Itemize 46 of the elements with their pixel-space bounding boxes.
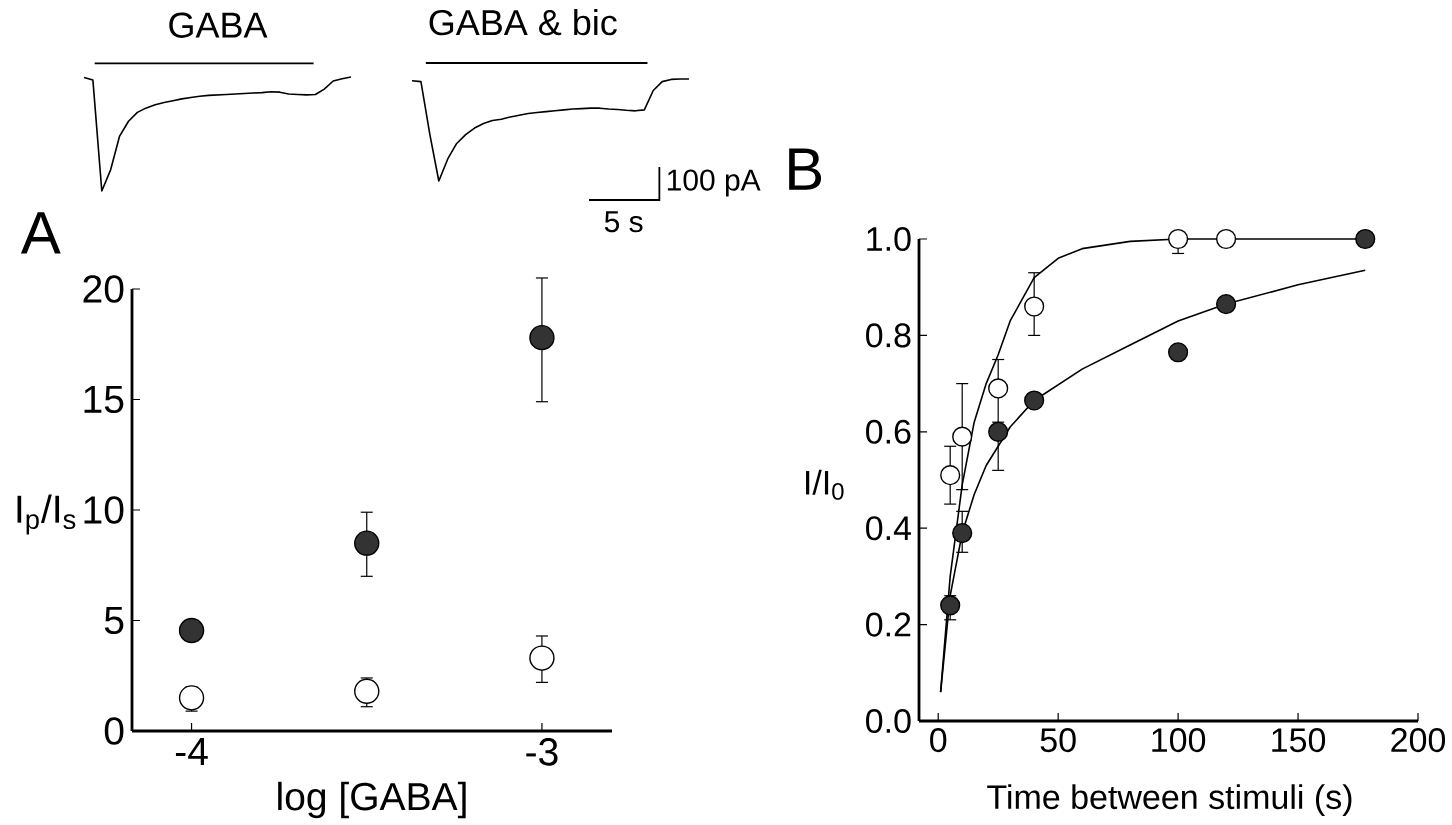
x-tick-label: 50 (1040, 728, 1076, 753)
x-axis-title: Time between stimuli (s) (987, 784, 1352, 816)
y-tick-label: 0.0 (866, 708, 911, 734)
point (1168, 342, 1189, 363)
point (940, 595, 961, 616)
y-tick-label: 5 (104, 606, 124, 635)
point (529, 324, 555, 351)
point (1168, 228, 1189, 250)
x-tick-label: 200 (1391, 728, 1446, 753)
point (178, 685, 205, 711)
chart-title: A (20, 212, 61, 254)
point (1355, 228, 1376, 250)
annotation: 100 pA (667, 169, 761, 197)
point (1215, 293, 1237, 315)
point (1024, 390, 1045, 411)
point (1215, 228, 1237, 250)
point (952, 426, 973, 447)
x-axis-title: log [GABA] (278, 781, 466, 819)
chart-title: B (789, 148, 822, 190)
y-tick-label: 0.2 (866, 612, 911, 637)
point (354, 678, 380, 704)
point (529, 645, 555, 671)
y-tick-label: 0.6 (866, 419, 911, 444)
point (940, 465, 961, 486)
y-tick-label: 20 (83, 275, 124, 303)
chart-title: GABA (169, 12, 268, 38)
point (988, 421, 1009, 442)
y-tick-label: 15 (84, 385, 124, 414)
point (988, 378, 1009, 399)
point (952, 522, 973, 544)
point (1024, 296, 1045, 317)
x-tick-label: -4 (175, 738, 208, 765)
y-tick-label: 0.8 (866, 323, 911, 348)
y-tick-label: 0.4 (866, 516, 911, 541)
y-tick-label: 10 (84, 496, 124, 524)
x-tick-label: 150 (1272, 728, 1326, 753)
y-axis-title: I$_{p}$/I$_{s}$ (17, 494, 76, 535)
x-tick-label: 0 (930, 728, 947, 753)
point (178, 617, 205, 644)
text: 5 s (604, 211, 643, 233)
x-tick-label: 100 (1152, 728, 1206, 753)
point (354, 530, 380, 556)
y-tick-label: 1.0 (867, 226, 911, 252)
y-axis-title: I/I$_{0}$ (806, 469, 844, 500)
chart-title: GABA & bic (429, 8, 617, 36)
x-tick-label: -3 (526, 738, 558, 766)
